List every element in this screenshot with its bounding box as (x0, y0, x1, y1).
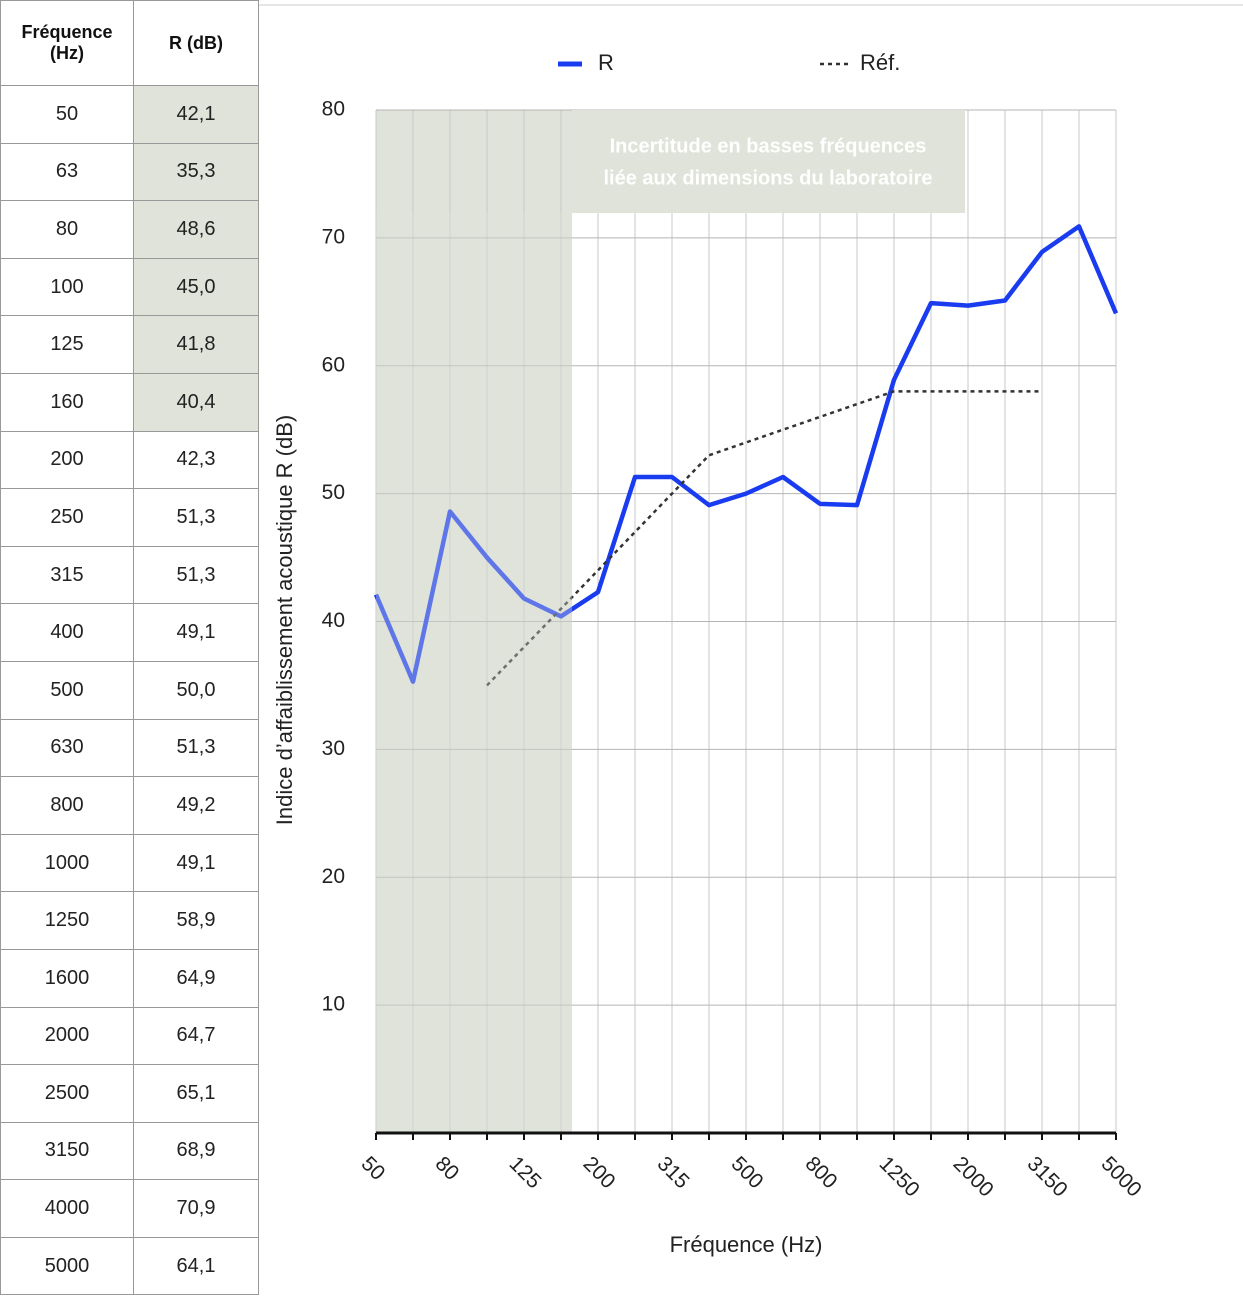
table-cell: 80 (0, 200, 134, 259)
table-row: 400 49,1 (0, 603, 259, 662)
table-cell: 3150 (0, 1121, 134, 1181)
table-row: 2000 64,7 (0, 1006, 259, 1066)
table-row: 63 35,3 (0, 142, 259, 202)
table-row: 1250 58,9 (0, 891, 259, 950)
table-cell: 200 (0, 430, 134, 490)
table-cell: 1600 (0, 948, 134, 1008)
table-cell: 125 (0, 315, 134, 374)
table-cell: 50 (0, 85, 134, 144)
table-cell: 2000 (0, 1006, 134, 1066)
table-cell: 2500 (0, 1064, 134, 1123)
table-cell: 64,1 (133, 1236, 259, 1296)
y-tick-label: 80 (322, 98, 345, 121)
table-cell: 100 (0, 257, 134, 317)
table-cell: 49,1 (133, 833, 259, 893)
table-cell: 45,0 (133, 257, 259, 317)
table-row: 4000 70,9 (0, 1179, 259, 1238)
x-axis-label: Fréquence (Hz) (670, 1232, 823, 1257)
table-cell: 500 (0, 660, 134, 720)
table-cell: 49,2 (133, 776, 259, 835)
table-cell: 400 (0, 603, 134, 662)
table-row: 2500 65,1 (0, 1064, 259, 1123)
table-cell: 315 (0, 545, 134, 605)
table-row: 80 48,6 (0, 200, 259, 259)
table-cell: 4000 (0, 1179, 134, 1238)
table-cell: 160 (0, 372, 134, 432)
y-tick-label: 70 (322, 225, 345, 248)
x-tick-label: 5000 (1097, 1152, 1146, 1201)
line-series (373, 224, 1119, 684)
table-row: 50 42,1 (0, 85, 259, 144)
x-tick-label: 500 (727, 1152, 768, 1193)
line-series (486, 390, 1042, 687)
table-cell: 64,7 (133, 1006, 259, 1066)
header-cell: R (dB) (133, 0, 259, 86)
table-cell: 51,3 (133, 545, 259, 605)
table-cell: 250 (0, 488, 134, 547)
table-cell: 630 (0, 718, 134, 778)
table-row: 800 49,2 (0, 776, 259, 835)
table-cell: 51,3 (133, 718, 259, 778)
table-cell: 65,1 (133, 1064, 259, 1123)
x-tick-label: 50 (357, 1152, 390, 1185)
table-cell: 51,3 (133, 488, 259, 547)
x-tick-label: 3150 (1023, 1152, 1072, 1201)
table-cell: 1250 (0, 891, 134, 950)
table-cell: 40,4 (133, 372, 259, 432)
table-row: 100 45,0 (0, 257, 259, 317)
header-cell: Fréquence (Hz) (0, 0, 134, 86)
y-tick-label: 10 (322, 993, 345, 1016)
x-tick-label: 80 (431, 1152, 464, 1185)
table-row: 250 51,3 (0, 488, 259, 547)
table-cell: 63 (0, 142, 134, 202)
annotation: Incertitude en basses fréquences (610, 135, 927, 157)
table-cell: 42,3 (133, 430, 259, 490)
table-cell: 42,1 (133, 85, 259, 144)
legend-label: R (598, 50, 614, 75)
table-row: 3150 68,9 (0, 1121, 259, 1181)
x-tick-label: 800 (801, 1152, 842, 1193)
y-tick-label: 30 (322, 737, 345, 760)
table-cell: 800 (0, 776, 134, 835)
table-row: 630 51,3 (0, 718, 259, 778)
table-cell: 1000 (0, 833, 134, 893)
x-tick-label: 315 (653, 1152, 694, 1193)
x-tick-label: 1250 (875, 1152, 924, 1201)
table-cell: 58,9 (133, 891, 259, 950)
table-row: 500 50,0 (0, 660, 259, 720)
table-cell: 35,3 (133, 142, 259, 202)
table-cell: 41,8 (133, 315, 259, 374)
table-row: 1600 64,9 (0, 948, 259, 1008)
y-tick-label: 60 (322, 353, 345, 376)
annotation-box (572, 110, 965, 213)
table-row: 5000 64,1 (0, 1236, 259, 1296)
y-tick-label: 40 (322, 609, 345, 632)
table-cell: 48,6 (133, 200, 259, 259)
annotation: liée aux dimensions du laboratoire (604, 167, 933, 189)
low-frequency-overlay (376, 213, 572, 1133)
data-table: Fréquence (Hz) R (dB) 50 42,1 63 35,3 80 48,6 10… (0, 0, 259, 1296)
y-tick-label: 20 (322, 865, 345, 888)
y-axis-label: Indice d’affaiblissement acoustique R (d… (272, 415, 297, 825)
table-cell: 70,9 (133, 1179, 259, 1238)
table-row: 1000 49,1 (0, 833, 259, 893)
x-tick-label: 125 (505, 1152, 546, 1193)
table-cell: 5000 (0, 1236, 134, 1296)
table-row: 160 40,4 (0, 372, 259, 432)
legend-label: Réf. (860, 50, 900, 75)
table-row: 315 51,3 (0, 545, 259, 605)
table-cell: 50,0 (133, 660, 259, 720)
table-row: 125 41,8 (0, 315, 259, 374)
table-cell: 64,9 (133, 948, 259, 1008)
x-tick-label: 200 (579, 1152, 620, 1193)
table-row: 200 42,3 (0, 430, 259, 490)
table-cell: 68,9 (133, 1121, 259, 1181)
table-cell: 49,1 (133, 603, 259, 662)
y-tick-label: 50 (322, 481, 345, 504)
x-tick-label: 2000 (949, 1152, 998, 1201)
